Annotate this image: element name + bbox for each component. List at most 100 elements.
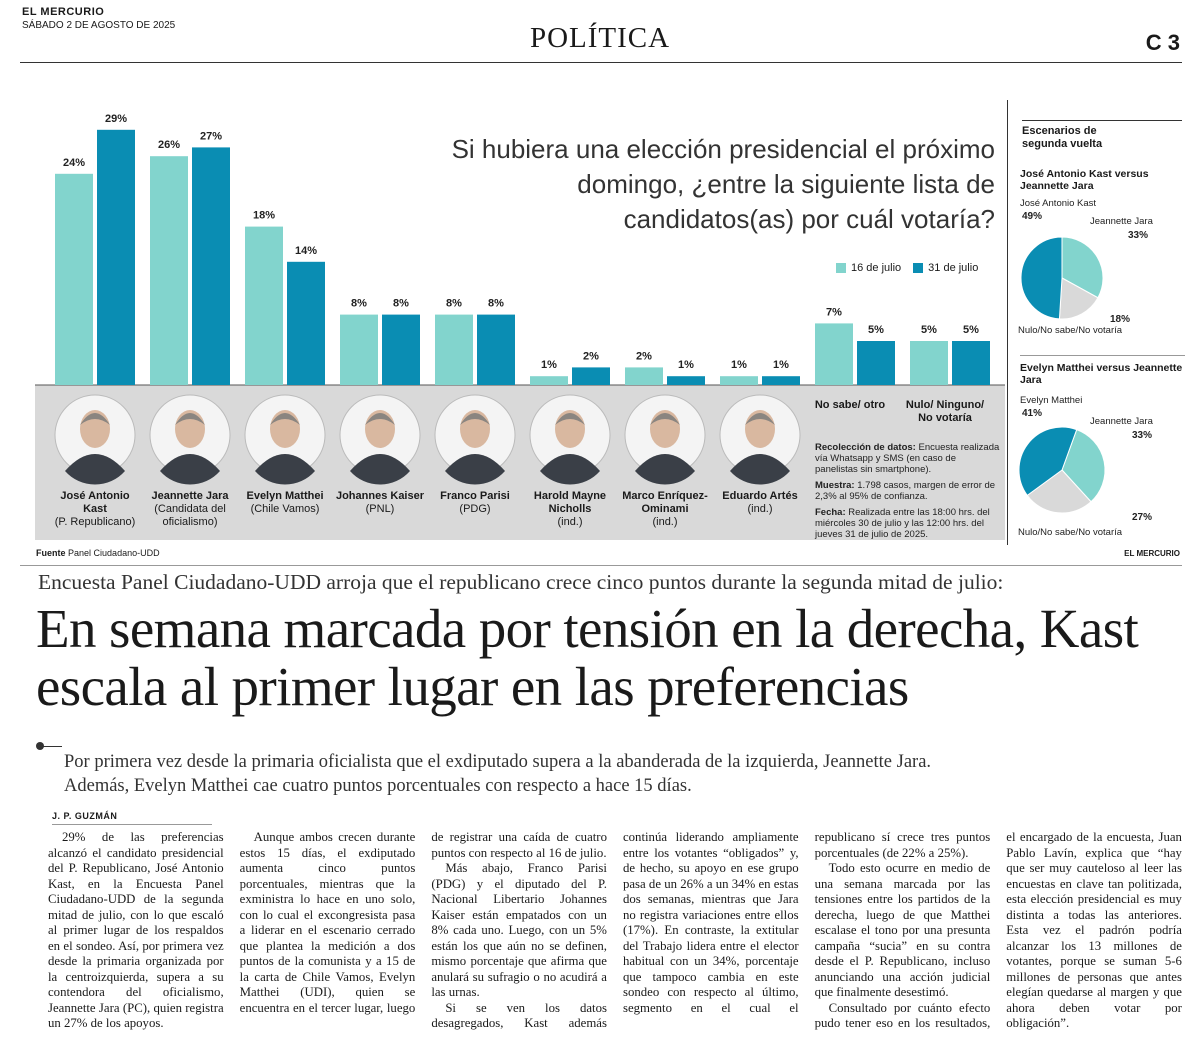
candidate-photo (244, 394, 326, 485)
paragraph: Si se ven los datos desagregados, Kast a… (431, 830, 991, 1030)
value-label: 5% (921, 324, 937, 336)
value-label: 1% (731, 359, 747, 371)
pie-charts: Jeannette Jara 33% Nulo/No sabe/No votaría… (1018, 198, 1154, 538)
bar (192, 147, 230, 385)
photo-hair (555, 413, 585, 425)
candidate-name: Johannes Kaiser (335, 490, 425, 502)
bar (530, 376, 568, 385)
candidate-label: Nulo/ Ninguno/ No votaría (905, 399, 985, 425)
bar (287, 261, 325, 385)
candidate-name: Eduardo Artés (722, 490, 798, 502)
slice-label: Jeannette Jara (1090, 216, 1154, 227)
bar (150, 156, 188, 385)
slice-value: 33% (1128, 230, 1148, 241)
candidate-name: Harold Mayne Nicholls (533, 490, 607, 515)
note-label: Fecha: (815, 507, 846, 518)
candidate-photo (149, 394, 231, 485)
headline: En semana marcada por tensión en la dere… (36, 598, 1139, 717)
photo-hair (460, 413, 490, 425)
bar (720, 376, 758, 385)
paragraph: Todo esto ocurre en medio de una semana … (814, 861, 991, 999)
source-label: Fuente (36, 548, 66, 558)
legend-label: 16 de julio (851, 262, 902, 274)
sidebar-title: Escenarios de segunda vuelta (1022, 125, 1103, 150)
photo-silhouette (635, 454, 695, 485)
candidate-name: No sabe/ otro (814, 399, 886, 411)
bar (910, 341, 948, 385)
note-label: Recolección de datos: (815, 442, 916, 453)
slice-label: Nulo/No sabe/No votaría (1018, 325, 1123, 336)
legend-item: 31 de julio (913, 262, 978, 274)
bar (477, 314, 515, 385)
photo-hair (270, 413, 300, 425)
value-label: 18% (253, 210, 275, 222)
value-label: 8% (446, 298, 462, 310)
bar (382, 314, 420, 385)
paragraph: Más abajo, Franco Parisi (PDG) y el dipu… (431, 861, 607, 999)
candidate-party: (P. Republicano) (54, 516, 136, 528)
candidate-photo (719, 394, 801, 485)
candidate-photo (54, 394, 136, 485)
pie-title: José Antonio Kast versus Jeannette Jara (1020, 168, 1149, 192)
slice-label: Nulo/No sabe/No votaría (1018, 527, 1123, 538)
value-label: 5% (868, 324, 884, 336)
candidate-name: Jeannette Jara (151, 490, 229, 502)
slice-label: Evelyn Matthei (1020, 395, 1082, 406)
slice-value: 18% (1110, 314, 1130, 325)
candidate-label: Harold Mayne Nicholls (ind.) (525, 490, 615, 529)
bar (245, 226, 283, 385)
photo-hair (365, 413, 395, 425)
note-text: Encuesta realizada vía Whatsapp y SMS (e… (815, 442, 1000, 475)
photo-hair (650, 413, 680, 425)
candidate-label: Franco Parisi (PDG) (430, 490, 520, 516)
candidate-party: (PDG) (459, 503, 491, 515)
value-label: 8% (393, 298, 409, 310)
value-label: 27% (200, 130, 222, 142)
kicker: Encuesta Panel Ciudadano-UDD arroja que … (38, 570, 1004, 594)
sidebar-divider (1020, 355, 1185, 356)
sidebar-top-rule (1022, 120, 1182, 121)
candidate-party: (ind.) (557, 516, 583, 528)
candidate-name: Marco Enríquez-Ominami (622, 490, 708, 515)
bar (97, 129, 135, 385)
slice-label: José Antonio Kast (1020, 198, 1096, 209)
byline-rule (52, 824, 212, 825)
sidebar-rule (1007, 100, 1008, 545)
slice-value: 27% (1132, 512, 1152, 523)
candidate-label: Evelyn Matthei (Chile Vamos) (240, 490, 330, 516)
header-rule (20, 62, 1182, 63)
legend-swatch (836, 263, 846, 273)
photo-silhouette (730, 454, 790, 485)
bar (340, 314, 378, 385)
chart-question: Si hubiera una elección presidencial el … (451, 134, 995, 234)
legend: 16 de julio 31 de julio (836, 262, 978, 274)
candidate-name: Franco Parisi (440, 490, 510, 502)
value-label: 8% (488, 298, 504, 310)
value-label: 5% (963, 324, 979, 336)
candidate-label: Jeannette Jara (Candidata del oficialismo… (145, 490, 235, 529)
photo-silhouette (445, 454, 505, 485)
source: Fuente Panel Ciudadano-UDD (36, 548, 160, 558)
method-note: Muestra: 1.798 casos, margen de error de… (815, 480, 1000, 502)
pie-slice (1026, 469, 1092, 514)
candidate-name: José Antonio Kast (60, 490, 130, 515)
candidate-label: Johannes Kaiser (PNL) (335, 490, 425, 516)
candidate-name: Evelyn Matthei (246, 490, 324, 502)
note-label: Muestra: (815, 480, 855, 491)
lead: Por primera vez desde la primaria oficia… (64, 752, 932, 796)
candidate-party: (ind.) (652, 516, 678, 528)
value-label: 1% (541, 359, 557, 371)
pie-slice (1020, 236, 1063, 320)
legend-swatch (913, 263, 924, 273)
candidate-label: José Antonio Kast (P. Republicano) (50, 490, 140, 529)
photo-silhouette (350, 454, 410, 485)
paragraph: Consultado por cuánto efecto pudo tener … (814, 830, 1182, 1030)
source-text: Panel Ciudadano-UDD (68, 548, 160, 558)
photo-hair (80, 413, 110, 425)
candidate-party: (PNL) (365, 503, 395, 515)
value-label: 2% (636, 350, 652, 362)
candidate-label: Marco Enríquez-Ominami (ind.) (620, 490, 710, 529)
candidate-party: (ind.) (747, 503, 773, 515)
candidate-label: Eduardo Artés (ind.) (715, 490, 805, 516)
